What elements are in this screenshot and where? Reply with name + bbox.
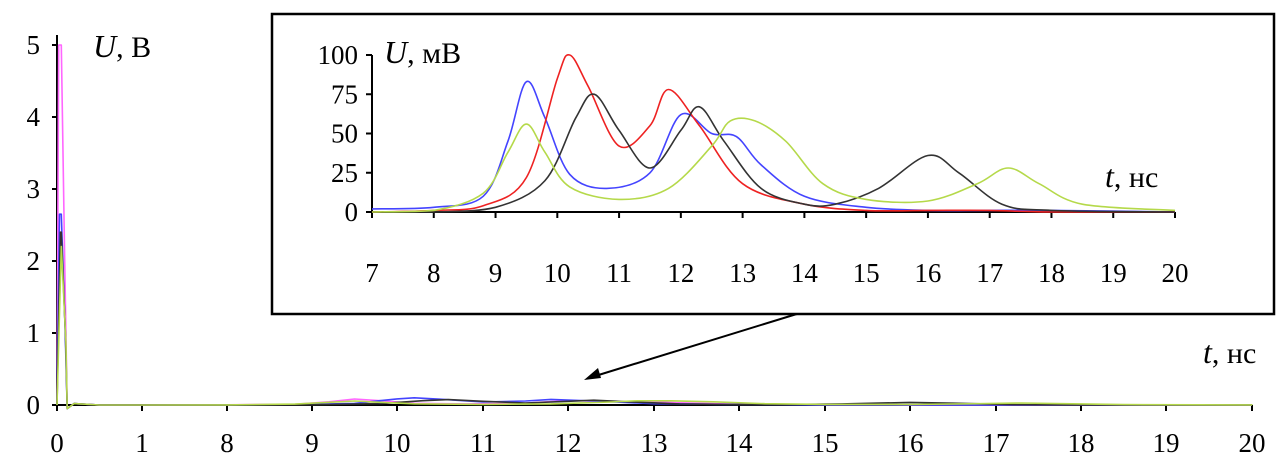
main-series-group bbox=[56, 44, 1253, 410]
main-x-tick-label: 10 bbox=[384, 428, 411, 458]
inset-y-axis-unit: , мВ bbox=[407, 37, 461, 70]
zoom-arrow bbox=[584, 312, 801, 380]
inset-frame bbox=[270, 12, 1276, 316]
inset-series-line bbox=[371, 117, 1176, 213]
main-x-tick-label: 20 bbox=[1239, 428, 1266, 458]
inset-y-tick-label: 50 bbox=[331, 119, 358, 149]
main-y-ticks: 0 1 2 3 4 5 bbox=[27, 30, 57, 420]
inset-x-tick-label: 12 bbox=[667, 258, 694, 288]
inset-series-line bbox=[371, 54, 1175, 213]
main-y-tick-label: 5 bbox=[27, 30, 41, 60]
main-y-tick-label: 3 bbox=[27, 174, 41, 204]
inset-x-tick-label: 18 bbox=[1038, 258, 1065, 288]
main-series-line bbox=[56, 245, 1253, 410]
main-x-tick-label: 13 bbox=[641, 428, 668, 458]
main-x-tick-label: 16 bbox=[897, 428, 924, 458]
main-x-axis-symbol: t bbox=[1203, 334, 1213, 370]
inset-x-tick-label: 15 bbox=[853, 258, 880, 288]
inset-x-tick-label: 14 bbox=[791, 258, 819, 288]
main-y-tick-label: 0 bbox=[27, 390, 41, 420]
inset-x-axis-label: t, нс bbox=[1105, 158, 1158, 194]
main-x-tick-label: 9 bbox=[305, 428, 319, 458]
main-x-tick-label: 1 bbox=[135, 428, 149, 458]
inset-y-axis-symbol: U bbox=[384, 34, 409, 70]
main-x-tick-label: 17 bbox=[983, 428, 1010, 458]
inset-x-tick-label: 13 bbox=[729, 258, 756, 288]
main-x-ticks: 0 1 8 9 10 11 12 13 14 15 16 17 18 19 20 bbox=[50, 405, 1266, 458]
inset-x-ticks: 7 8 9 10 11 12 13 14 15 16 17 18 19 20 bbox=[365, 212, 1189, 288]
inset-x-tick-label: 7 bbox=[365, 258, 379, 288]
main-y-axis-symbol: U bbox=[93, 28, 118, 64]
inset-x-axis-unit: , нс bbox=[1114, 161, 1158, 194]
inset-x-axis-symbol: t bbox=[1105, 158, 1115, 194]
inset-x-tick-label: 20 bbox=[1162, 258, 1189, 288]
inset-series-line bbox=[372, 93, 1176, 213]
inset-x-tick-label: 11 bbox=[606, 258, 632, 288]
inset-y-tick-label: 0 bbox=[345, 197, 359, 227]
inset-y-tick-label: 100 bbox=[318, 40, 359, 70]
inset-x-tick-label: 19 bbox=[1100, 258, 1127, 288]
main-y-tick-label: 2 bbox=[27, 246, 41, 276]
inset-y-tick-label: 25 bbox=[331, 158, 358, 188]
main-x-tick-label: 18 bbox=[1068, 428, 1095, 458]
main-x-tick-label: 14 bbox=[726, 428, 754, 458]
inset-x-tick-label: 8 bbox=[427, 258, 441, 288]
main-x-tick-label: 12 bbox=[555, 428, 582, 458]
inset-y-tick-label: 75 bbox=[331, 79, 358, 109]
main-x-tick-label: 11 bbox=[470, 428, 496, 458]
main-x-tick-label: 8 bbox=[220, 428, 234, 458]
main-x-tick-label: 0 bbox=[50, 428, 64, 458]
main-y-axis-unit: , В bbox=[116, 31, 151, 64]
main-x-tick-label: 15 bbox=[812, 428, 839, 458]
inset-x-tick-label: 16 bbox=[914, 258, 941, 288]
inset-y-axis-label: U, мВ bbox=[384, 34, 461, 70]
main-y-axis-label: U, В bbox=[93, 28, 151, 64]
main-y-tick-label: 1 bbox=[27, 318, 41, 348]
inset-x-tick-label: 17 bbox=[976, 258, 1003, 288]
inset-x-tick-label: 9 bbox=[489, 258, 503, 288]
inset-y-ticks: 0 25 50 75 100 bbox=[318, 40, 372, 227]
inset-x-tick-label: 10 bbox=[544, 258, 571, 288]
main-x-axis-unit: , нс bbox=[1212, 337, 1256, 370]
main-x-axis-label: t, нс bbox=[1203, 334, 1256, 370]
main-x-tick-label: 19 bbox=[1153, 428, 1180, 458]
inset-series-group bbox=[371, 54, 1176, 213]
main-y-tick-label: 4 bbox=[27, 102, 41, 132]
